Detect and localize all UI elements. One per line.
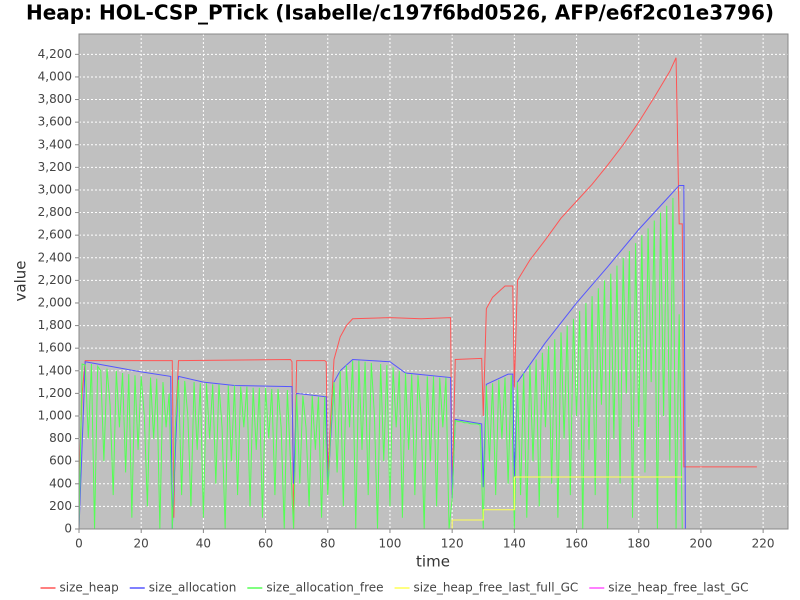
x-tick-label: 220 [752, 537, 775, 551]
y-tick-label: 3,800 [38, 92, 72, 106]
y-tick-label: 1,600 [38, 341, 72, 355]
y-tick-label: 1,400 [38, 363, 72, 377]
y-axis-label: value [12, 261, 30, 302]
series-line [78, 184, 757, 530]
y-tick-label: 1,800 [38, 318, 72, 332]
y-tick-label: 3,200 [38, 160, 72, 174]
y-tick-label: 200 [49, 499, 72, 513]
y-tick-label: 4,000 [38, 69, 72, 83]
x-tick-label: 180 [627, 537, 650, 551]
x-tick-label: 120 [441, 537, 464, 551]
x-tick-label: 20 [134, 537, 149, 551]
legend-label: size_allocation [149, 581, 237, 595]
series-line [78, 197, 683, 530]
plot-border [78, 33, 789, 530]
y-tick-label: 3,000 [38, 182, 72, 196]
y-tick-label: 400 [49, 476, 72, 490]
y-tick-label: 0 [64, 522, 72, 536]
x-tick-label: 160 [565, 537, 588, 551]
y-tick-label: 1,200 [38, 386, 72, 400]
y-tick-label: 2,400 [38, 250, 72, 264]
legend-label: size_heap_free_last_full_GC [414, 581, 579, 595]
series-line [79, 476, 683, 530]
y-tick-label: 2,200 [38, 273, 72, 287]
y-tick-label: 1,000 [38, 408, 72, 422]
y-tick-label: 2,600 [38, 228, 72, 242]
x-tick-label: 80 [320, 537, 335, 551]
y-tick-label: 3,600 [38, 115, 72, 129]
chart-title: Heap: HOL-CSP_PTick (Isabelle/c197f6bd05… [26, 1, 774, 25]
y-tick-label: 3,400 [38, 137, 72, 151]
y-tick-label: 800 [49, 431, 72, 445]
x-tick-label: 200 [689, 537, 712, 551]
x-tick-label: 40 [196, 537, 211, 551]
x-tick-label: 60 [258, 537, 273, 551]
x-tick-label: 100 [379, 537, 402, 551]
x-tick-label: 0 [75, 537, 83, 551]
x-tick-label: 140 [503, 537, 526, 551]
series-line [78, 57, 757, 530]
legend-label: size_heap_free_last_GC [608, 581, 748, 595]
legend-label: size_allocation_free [266, 581, 383, 595]
y-tick-label: 2,000 [38, 295, 72, 309]
y-tick-label: 2,800 [38, 205, 72, 219]
y-tick-label: 600 [49, 454, 72, 468]
x-axis-label: time [416, 553, 450, 571]
y-tick-label: 4,200 [38, 47, 72, 61]
legend-label: size_heap [60, 581, 119, 595]
